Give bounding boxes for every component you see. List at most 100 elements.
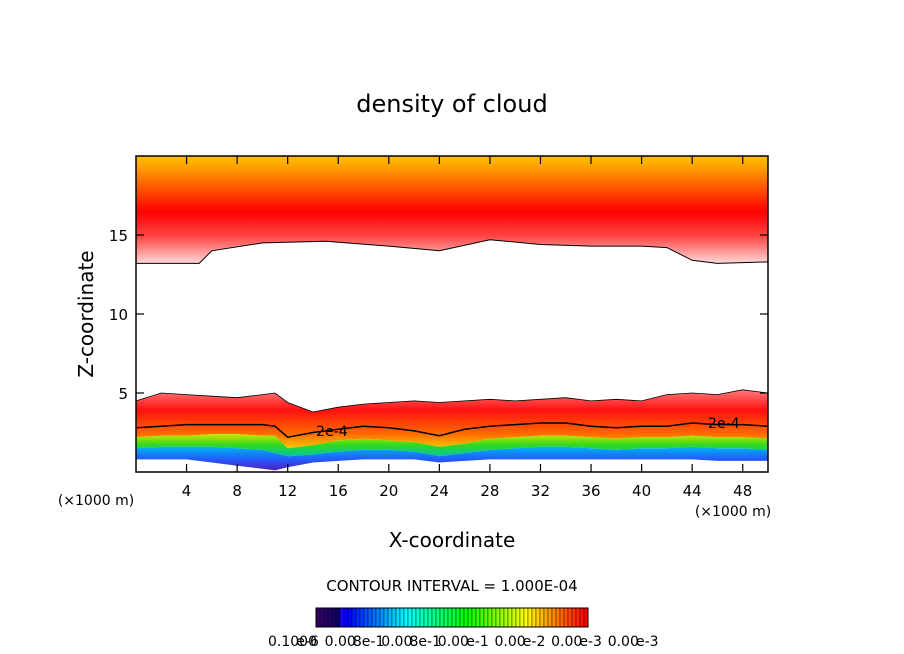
x-axis-ticks: 4 8 12 16 20 24 28 32 36 40 44 48 — [182, 156, 752, 500]
x-tick-label: 36 — [581, 482, 600, 500]
colorbar-swatch — [463, 607, 469, 628]
colorbar-swatch — [403, 607, 409, 628]
colorbar-swatch — [471, 607, 477, 628]
colorbar-swatch — [547, 607, 553, 628]
plot-area — [136, 156, 768, 471]
x-tick-label: 32 — [531, 482, 550, 500]
colorbar-swatch — [327, 607, 333, 628]
colorbar-swatch — [371, 607, 377, 628]
colorbar-swatch — [379, 607, 385, 628]
contour-label-1: 2e-4 — [316, 424, 348, 440]
colorbar-swatch — [355, 607, 361, 628]
colorbar-swatch — [583, 607, 589, 628]
colorbar-swatch — [475, 607, 481, 628]
colorbar-swatch — [511, 607, 517, 628]
colorbar-swatch — [571, 607, 577, 628]
lower-blue-band — [136, 446, 768, 471]
colorbar-swatch — [399, 607, 405, 628]
colorbar-swatch — [515, 607, 521, 628]
colorbar-label: 0.00 — [495, 634, 526, 650]
colorbar-swatch — [531, 607, 537, 628]
x-tick-label: 48 — [733, 482, 752, 500]
colorbar-swatch — [523, 607, 529, 628]
colorbar-swatch — [499, 607, 505, 628]
colorbar-swatch — [567, 607, 573, 628]
colorbar-swatch — [535, 607, 541, 628]
x-tick-label: 24 — [430, 482, 449, 500]
colorbar-swatch — [431, 607, 437, 628]
upper-layer-outline — [136, 239, 768, 264]
colorbar-swatch — [459, 607, 465, 628]
colorbar-swatch — [443, 607, 449, 628]
y-tick-label: 10 — [109, 306, 128, 324]
colorbar-swatch — [315, 607, 321, 628]
colorbar-swatch — [519, 607, 525, 628]
colorbar-swatch — [527, 607, 533, 628]
lower-green-band — [136, 434, 768, 457]
colorbar-swatch — [319, 607, 325, 628]
colorbar-label: 8e-1 — [353, 634, 384, 650]
colorbar-label: 0.00 — [551, 634, 582, 650]
colorbar-swatch — [343, 607, 349, 628]
colorbar-swatch — [543, 607, 549, 628]
colorbar-label: 8e-1 — [410, 634, 441, 650]
x-unit-left: (×1000 m) — [58, 493, 134, 509]
colorbar-label: 0.00 — [325, 634, 356, 650]
x-axis-label: X-coordinate — [389, 528, 516, 552]
colorbar-label: e-2 — [523, 634, 546, 650]
colorbar-swatch — [555, 607, 561, 628]
colorbar-swatch — [323, 607, 329, 628]
colorbar-swatch — [347, 607, 353, 628]
y-tick-label: 5 — [118, 385, 128, 403]
colorbar-swatch — [491, 607, 497, 628]
contour-line-2e-4 — [136, 422, 768, 439]
x-tick-label: 44 — [683, 482, 702, 500]
x-tick-label: 12 — [278, 482, 297, 500]
colorbar-swatch — [383, 607, 389, 628]
colorbar-swatch — [507, 607, 513, 628]
y-axis-label: Z-coordinate — [74, 250, 98, 377]
colorbar-label: e-1 — [466, 634, 489, 650]
colorbar-swatch — [339, 607, 345, 628]
colorbar-swatch — [455, 607, 461, 628]
colorbar-swatch — [579, 607, 585, 628]
upper-cloud-layer — [136, 156, 768, 264]
colorbar-swatch — [363, 607, 369, 628]
colorbar-swatch — [415, 607, 421, 628]
x-unit-right: (×1000 m) — [695, 504, 771, 520]
colorbar-swatch — [559, 607, 565, 628]
y-axis-ticks: 5 10 15 — [109, 227, 768, 403]
colorbar-swatch — [419, 607, 425, 628]
lower-layer-outline — [136, 389, 768, 413]
colorbar-swatch — [503, 607, 509, 628]
colorbar-label: 0.1000 — [268, 634, 317, 650]
colorbar-swatch — [575, 607, 581, 628]
colorbar-swatch — [423, 607, 429, 628]
colorbar-swatch — [495, 607, 501, 628]
contour-label-2: 2e-4 — [708, 416, 740, 432]
colorbar-swatch — [447, 607, 453, 628]
colorbar-swatch — [563, 607, 569, 628]
colorbar-swatch — [407, 607, 413, 628]
colorbar-swatch — [387, 607, 393, 628]
colorbar-swatch — [435, 607, 441, 628]
y-tick-label: 15 — [109, 227, 128, 245]
colorbar-label: 0.00 — [438, 634, 469, 650]
colorbar-swatch — [331, 607, 337, 628]
colorbar-swatch — [551, 607, 557, 628]
colorbar-swatch — [411, 607, 417, 628]
x-tick-label: 16 — [329, 482, 348, 500]
colorbar-frame — [315, 607, 589, 628]
colorbar-swatch — [479, 607, 485, 628]
colorbar — [315, 607, 589, 628]
contour-interval: CONTOUR INTERVAL = 1.000E-04 — [326, 577, 577, 595]
x-tick-label: 8 — [232, 482, 242, 500]
colorbar-swatch — [483, 607, 489, 628]
x-tick-label: 28 — [480, 482, 499, 500]
colorbar-swatch — [439, 607, 445, 628]
colorbar-label: e-3 — [636, 634, 659, 650]
colorbar-swatch — [395, 607, 401, 628]
colorbar-swatch — [375, 607, 381, 628]
colorbar-label: e-6 — [296, 634, 319, 650]
